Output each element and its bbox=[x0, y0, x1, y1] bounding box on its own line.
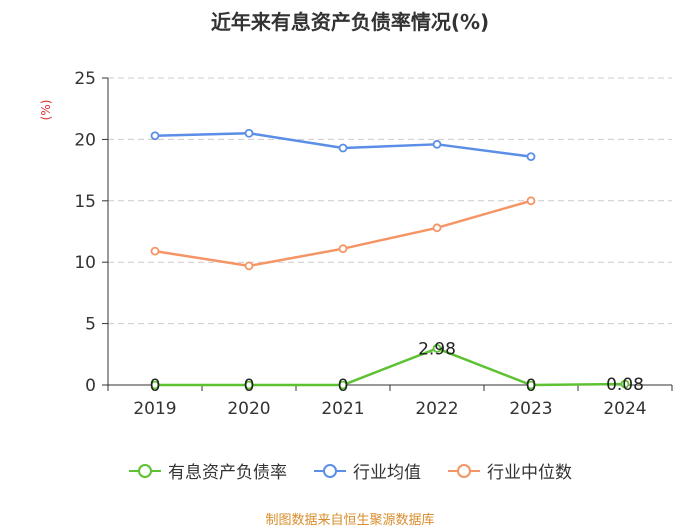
data-label: 2.98 bbox=[418, 339, 456, 359]
legend-marker-icon bbox=[129, 463, 161, 478]
y-tick-label: 15 bbox=[74, 192, 96, 212]
legend-marker-icon bbox=[448, 463, 480, 478]
legend-label: 行业均值 bbox=[353, 463, 421, 483]
y-tick-label: 0 bbox=[85, 376, 96, 396]
data-labels: 0 0 0 2.98 0 0.08 bbox=[150, 339, 644, 396]
legend-label: 有息资产负债率 bbox=[168, 463, 287, 483]
data-point bbox=[338, 380, 348, 390]
x-tick-label: 2024 bbox=[603, 399, 646, 419]
data-label: 0 bbox=[150, 376, 161, 396]
x-tick-label: 2023 bbox=[509, 399, 552, 419]
data-point bbox=[150, 380, 160, 390]
data-point bbox=[526, 196, 536, 206]
data-label: 0 bbox=[244, 376, 255, 396]
source-note: 制图数据来自恒生聚源数据库 bbox=[265, 513, 435, 528]
x-tick-label: 2022 bbox=[415, 399, 458, 419]
data-point bbox=[150, 131, 160, 141]
legend-item[interactable]: 有息资产负债率 bbox=[128, 458, 287, 483]
data-point bbox=[526, 152, 536, 161]
y-tick-label: 5 bbox=[85, 315, 96, 335]
data-label: 0 bbox=[338, 376, 349, 396]
x-tick-label: 2019 bbox=[133, 399, 176, 419]
data-point bbox=[244, 261, 254, 271]
grid-lines bbox=[108, 77, 672, 325]
data-point bbox=[432, 139, 442, 149]
chart-title: 近年来有息资产负债率情况(%) bbox=[210, 10, 490, 34]
x-tick-label: 2020 bbox=[227, 399, 270, 419]
data-label: 0.08 bbox=[606, 375, 644, 395]
y-tick-label: 10 bbox=[74, 253, 96, 273]
series-line-0 bbox=[155, 347, 626, 387]
y-tick-label: 20 bbox=[74, 130, 96, 150]
data-point bbox=[620, 379, 630, 389]
data-point bbox=[526, 380, 536, 390]
axes: 0 5 10 15 20 25 2019 2020 2021 2022 2023 2024 bbox=[74, 69, 673, 419]
data-point bbox=[244, 380, 254, 390]
legend-marker-icon bbox=[314, 463, 346, 478]
data-point bbox=[150, 246, 160, 256]
legend: 有息资产负债率 行业均值 行业中位数 bbox=[0, 458, 700, 483]
series-layer bbox=[150, 128, 630, 390]
data-point bbox=[432, 344, 442, 353]
data-label: 0 bbox=[526, 376, 537, 396]
y-tick-label: 25 bbox=[74, 69, 96, 89]
x-tick-label: 2021 bbox=[321, 399, 364, 419]
data-point bbox=[432, 223, 442, 233]
series-line-2 bbox=[154, 199, 532, 268]
data-point bbox=[338, 143, 348, 153]
data-point bbox=[244, 128, 254, 138]
legend-item[interactable]: 行业中位数 bbox=[447, 458, 572, 483]
legend-item[interactable]: 行业均值 bbox=[313, 458, 421, 483]
data-point bbox=[338, 244, 348, 254]
legend-label: 行业中位数 bbox=[487, 463, 572, 483]
